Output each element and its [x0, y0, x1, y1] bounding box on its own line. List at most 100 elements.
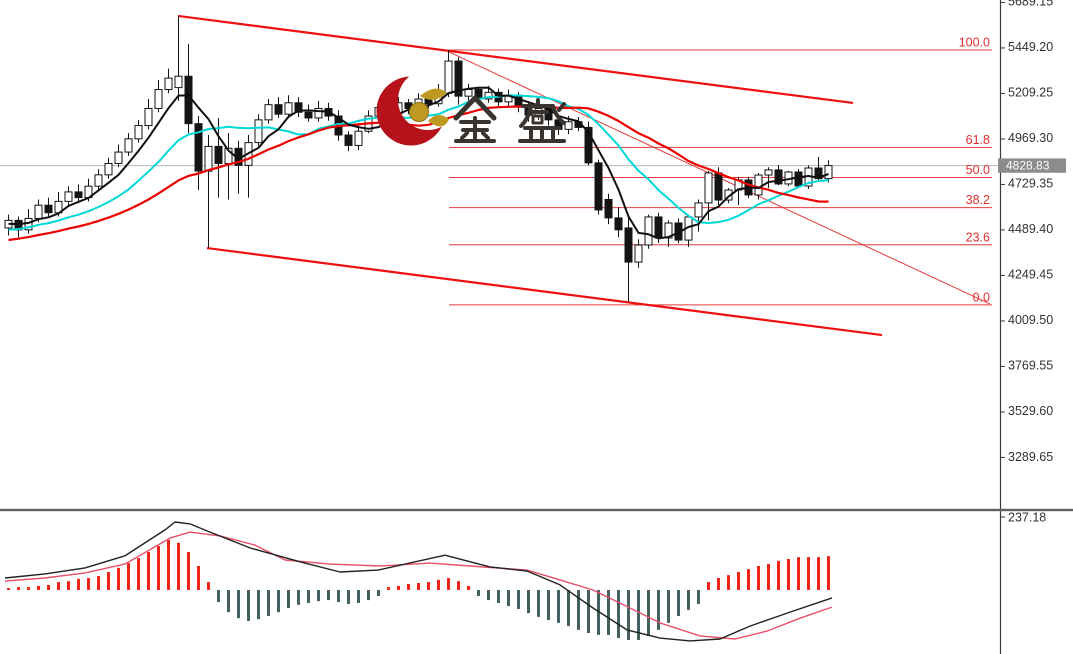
macd-hist-bar-positive — [447, 577, 450, 590]
channel-lower-trendline[interactable] — [206, 246, 883, 337]
macd-hist-bar-negative — [697, 590, 700, 604]
macd-hist-bar-negative — [267, 590, 270, 616]
panel-separator[interactable] — [0, 508, 1073, 512]
candle-body — [104, 162, 113, 176]
macd-hist-bar-positive — [727, 575, 730, 590]
candle-body — [644, 216, 653, 246]
candle-body — [764, 169, 773, 176]
macd-hist-bar-positive — [57, 582, 60, 590]
candle-body — [704, 172, 713, 204]
macd-hist-bar-positive — [7, 588, 10, 590]
price-tick-label: 5689.15 — [1008, 0, 1053, 9]
candle-body — [444, 60, 453, 94]
candle-body — [154, 89, 163, 109]
channel-upper-trendline[interactable] — [177, 14, 854, 105]
candle-body — [134, 125, 143, 140]
macd-hist-bar-negative — [277, 590, 280, 613]
macd-hist-bar-positive — [167, 540, 170, 590]
candle-body — [264, 104, 273, 121]
candle-body — [614, 217, 623, 231]
macd-hist-bar-positive — [67, 581, 70, 590]
macd-hist-bar-positive — [467, 585, 470, 590]
logo-gold-ball-icon — [409, 102, 429, 122]
candle-body — [694, 202, 703, 218]
macd-hist-bar-positive — [207, 582, 210, 590]
candle-body — [624, 227, 633, 263]
candle-body — [144, 107, 153, 127]
macd-hist-bar-positive — [427, 582, 430, 590]
macd-hist-bar-positive — [397, 585, 400, 590]
macd-hist-bar-positive — [787, 559, 790, 590]
current-price-badge — [998, 158, 1066, 173]
macd-hist-bar-negative — [637, 590, 640, 640]
macd-hist-bar-positive — [87, 577, 90, 590]
watermark-char-sheng — [518, 98, 566, 143]
macd-hist-bar-positive — [197, 565, 200, 590]
fib-label-50.0: 50.0 — [966, 163, 990, 177]
candle-body — [294, 102, 303, 113]
candle-body — [604, 198, 613, 219]
fib-label-61.8: 61.8 — [966, 133, 990, 147]
candle-body — [564, 121, 573, 130]
macd-axis[interactable]: 237.18 — [999, 510, 1046, 654]
macd-hist-bar-positive — [747, 569, 750, 590]
macd-hist-bar-positive — [77, 578, 80, 590]
macd-hist-bar-positive — [157, 546, 160, 590]
macd-hist-bar-negative — [507, 590, 510, 607]
price-tick-label: 4729.35 — [1008, 177, 1053, 191]
macd-hist-bar-positive — [47, 584, 50, 590]
price-tick-label: 5209.25 — [1008, 86, 1053, 100]
macd-hist-bar-negative — [687, 590, 690, 610]
candle-body — [594, 162, 603, 211]
macd-hist-bar-positive — [757, 565, 760, 590]
candle-body — [214, 145, 223, 164]
candle-body — [634, 244, 643, 263]
macd-hist-bar-negative — [567, 590, 570, 627]
macd-hist-bar-negative — [297, 590, 300, 605]
macd-hist-bar-negative — [477, 590, 480, 597]
macd-hist-bar-negative — [257, 590, 260, 620]
fib-label-38.2: 38.2 — [966, 193, 990, 207]
fibonacci-labels: 100.0 61.8 50.0 38.2 23.6 0.0 — [959, 36, 990, 305]
macd-hist-bar-positive — [147, 552, 150, 590]
macd-hist-bar-positive — [717, 577, 720, 590]
macd-tick-label: 237.18 — [1008, 510, 1046, 524]
candle-body — [64, 191, 73, 202]
price-tick-label: 5449.20 — [1008, 40, 1053, 54]
fib-label-0.0: 0.0 — [973, 290, 990, 304]
candle-body — [514, 94, 523, 108]
candle-body — [184, 75, 193, 125]
price-tick-label: 4489.40 — [1008, 222, 1053, 236]
macd-hist-bar-positive — [387, 587, 390, 590]
macd-hist-bar-positive — [37, 585, 40, 590]
price-tick-label: 3529.60 — [1008, 404, 1053, 418]
candle-body — [304, 111, 313, 119]
macd-hist-bar-negative — [377, 590, 380, 597]
candle-body — [714, 172, 723, 201]
macd-hist-bar-positive — [817, 557, 820, 590]
macd-hist-bar-negative — [317, 590, 320, 602]
analysis-objects-layer — [177, 14, 992, 337]
price-tick-label: 3289.65 — [1008, 450, 1053, 464]
price-axis[interactable]: 5689.15 5449.20 5209.25 4969.30 4729.35 4489.… — [998, 0, 1066, 510]
macd-hist-bar-positive — [97, 576, 100, 590]
panel-separator-bar[interactable] — [0, 508, 1073, 512]
candle-body — [44, 204, 53, 214]
fib-label-23.6: 23.6 — [966, 230, 990, 244]
macd-macd-line — [4, 521, 833, 642]
macd-hist-bar-positive — [27, 587, 30, 590]
macd-hist-bar-positive — [187, 552, 190, 590]
macd-hist-bar-positive — [137, 558, 140, 590]
candles-layer — [4, 15, 833, 302]
macd-hist-bar-negative — [577, 590, 580, 630]
macd-hist-bar-negative — [537, 590, 540, 617]
macd-hist-bar-negative — [487, 590, 490, 601]
macd-hist-bar-negative — [367, 590, 370, 601]
macd-hist-bar-negative — [337, 590, 340, 603]
macd-hist-bar-positive — [827, 556, 830, 590]
macd-hist-bar-negative — [627, 590, 630, 640]
macd-hist-bar-positive — [417, 583, 420, 590]
macd-hist-bar-negative — [357, 590, 360, 603]
price-tick-label: 4009.50 — [1008, 313, 1053, 327]
